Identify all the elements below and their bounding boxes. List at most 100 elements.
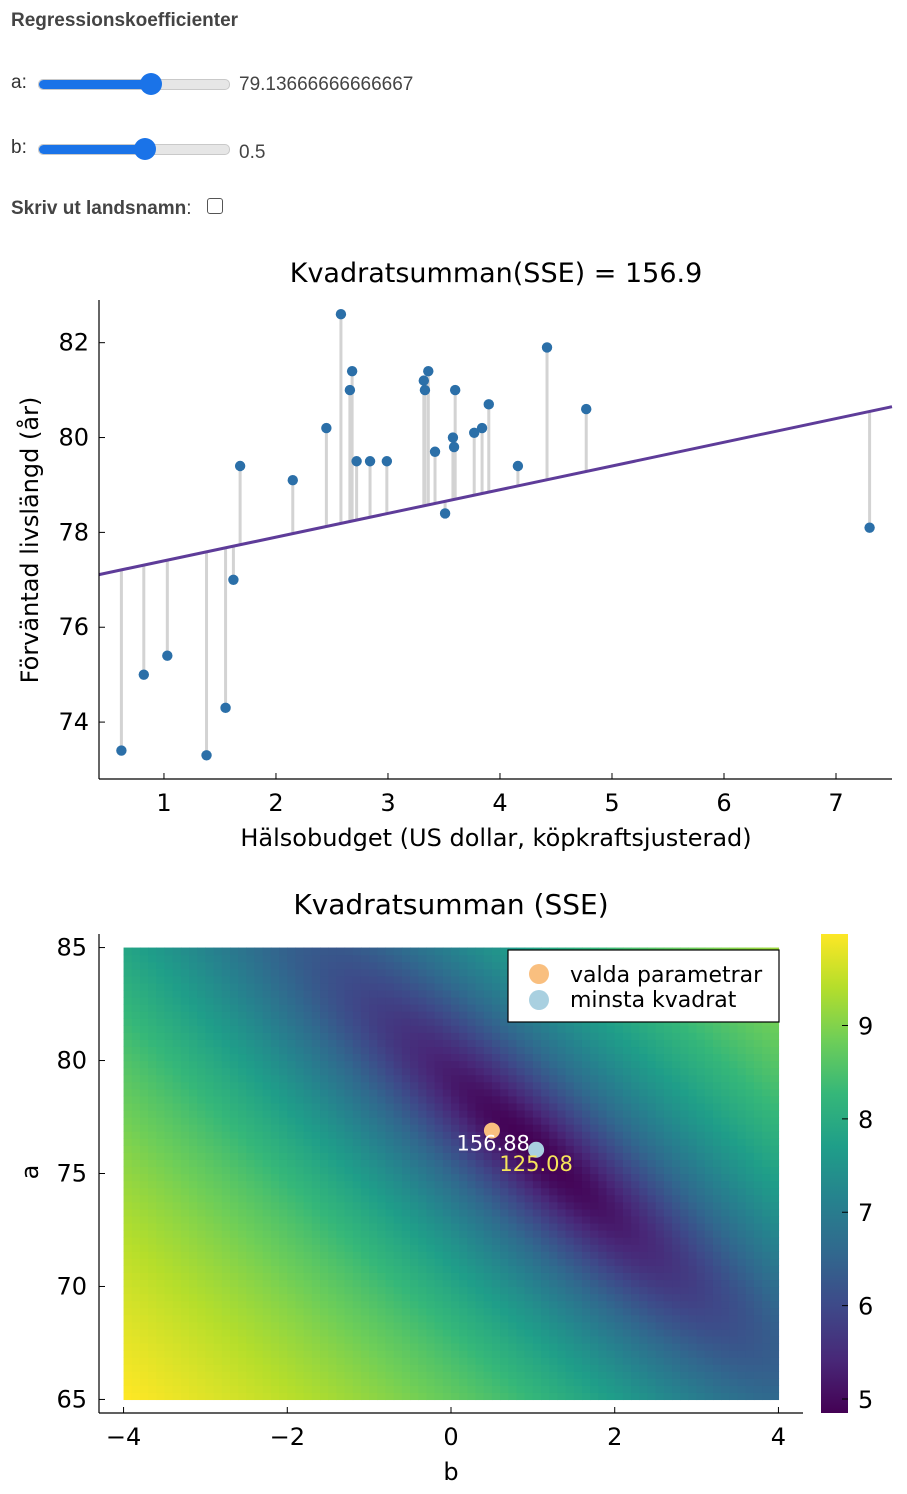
heatmap-cell <box>246 982 256 991</box>
heatmap-cell <box>295 1138 305 1146</box>
heatmap-cell <box>647 1039 657 1048</box>
heatmap-cell <box>647 1251 657 1259</box>
heatmap-cell <box>123 1237 133 1245</box>
heatmap-cell <box>254 1300 264 1309</box>
heatmap-cell <box>197 1095 207 1104</box>
heatmap-cell <box>770 1067 780 1076</box>
heatmap-cell <box>123 1109 133 1118</box>
heatmap-cell <box>156 1300 166 1309</box>
country-names-checkbox[interactable] <box>206 197 223 214</box>
heatmap-cell <box>254 1152 264 1160</box>
heatmap-cell <box>410 968 419 977</box>
heatmap-cell <box>262 1272 272 1281</box>
heatmap-cell <box>516 1109 526 1118</box>
heatmap-cell <box>156 1011 166 1019</box>
heatmap-cell <box>729 1215 739 1224</box>
heatmap-cell <box>475 1314 485 1323</box>
heatmap-cell <box>565 1180 575 1189</box>
heatmap-cell <box>279 1364 288 1372</box>
heatmap-cell <box>148 1025 157 1033</box>
heatmap-cell <box>221 1385 231 1393</box>
heatmap-cell <box>229 1222 239 1231</box>
heatmap-cell <box>295 1208 305 1217</box>
heatmap-cell <box>663 1364 673 1372</box>
heatmap-cell <box>459 982 468 991</box>
heatmap-cell <box>712 1342 722 1351</box>
heatmap-cell <box>189 1173 198 1182</box>
heatmap-cell <box>426 1378 436 1386</box>
heatmap-cell <box>270 1060 280 1069</box>
heatmap-cell <box>172 1004 182 1012</box>
heatmap-cell <box>287 1138 297 1146</box>
heatmap-cell <box>573 1060 583 1069</box>
heatmap-cell <box>205 1201 215 1210</box>
heatmap-cell <box>483 1145 493 1153</box>
heatmap-cell <box>696 1074 706 1083</box>
heatmap-cell <box>295 1180 305 1189</box>
heatmap-cell <box>360 1046 370 1055</box>
heatmap-cell <box>655 1046 665 1055</box>
heatmap-cell <box>704 1074 714 1083</box>
heatmap-cell <box>189 1067 198 1076</box>
heatmap-cell <box>573 1371 583 1379</box>
heatmap-cell <box>762 1321 771 1330</box>
heatmap-cell <box>139 1251 149 1259</box>
heatmap-cell <box>729 1180 739 1189</box>
heatmap-cell <box>500 1335 509 1344</box>
heatmap-cell <box>508 1385 518 1393</box>
heatmap-cell <box>753 1357 763 1365</box>
heatmap-cell <box>631 1222 640 1231</box>
heatmap-cell <box>442 1392 452 1401</box>
heatmap-cell <box>483 1222 493 1231</box>
heatmap-cell <box>680 1201 689 1210</box>
heatmap-cell <box>303 1074 313 1083</box>
heatmap-cell <box>311 1222 321 1231</box>
slider-b-thumb[interactable] <box>134 138 157 160</box>
heatmap-cell <box>328 1060 337 1069</box>
heatmap-cell <box>581 1159 591 1168</box>
heatmap-cell <box>500 1201 509 1210</box>
heatmap-cell <box>229 1286 239 1295</box>
heatmap-cell <box>590 1208 599 1217</box>
heatmap-cell <box>581 1124 591 1132</box>
heatmap-cell <box>622 1300 632 1309</box>
heatmap-cell <box>123 1018 133 1026</box>
heatmap-cell <box>418 1385 428 1393</box>
slider-b[interactable] <box>38 138 230 160</box>
heatmap-cell <box>704 1371 714 1379</box>
heatmap-cell <box>688 1201 698 1210</box>
heatmap-cell <box>221 1159 231 1168</box>
heatmap-cell <box>614 1152 624 1160</box>
heatmap-cell <box>639 1145 649 1153</box>
heatmap-cell <box>672 1321 681 1330</box>
heatmap-cell <box>524 1067 534 1076</box>
heatmap-cell <box>148 1145 157 1153</box>
heatmap-cell <box>205 1152 215 1160</box>
heatmap-cell <box>352 1102 362 1111</box>
heatmap-cell <box>770 1286 780 1295</box>
heatmap-cell <box>451 1152 460 1160</box>
heatmap-cell <box>770 1152 780 1160</box>
heatmap-cell <box>189 1222 198 1231</box>
heatmap-cell <box>148 1088 157 1097</box>
heatmap-cell <box>320 1208 329 1217</box>
heatmap-cell <box>270 1194 280 1203</box>
heatmap-cell <box>532 1053 542 1062</box>
heatmap-cell <box>164 1095 174 1104</box>
heatmap-cell <box>262 1046 272 1055</box>
heatmap-cell <box>672 1229 681 1238</box>
heatmap-cell <box>598 1081 608 1090</box>
heatmap-cell <box>360 1067 370 1076</box>
slider-a[interactable] <box>38 73 230 95</box>
heatmap-cell <box>491 1088 501 1097</box>
heatmap-cell <box>213 1279 223 1288</box>
heatmap-cell <box>156 1117 166 1125</box>
slider-a-thumb[interactable] <box>140 73 163 95</box>
heatmap-cell <box>467 1138 477 1146</box>
heatmap-cell <box>344 1357 354 1365</box>
heatmap-cell <box>418 1335 428 1344</box>
heatmap-cell <box>753 1180 763 1189</box>
heatmap-cell <box>606 1314 616 1323</box>
heatmap-cell <box>213 1237 223 1245</box>
heatmap-cell <box>418 1222 428 1231</box>
